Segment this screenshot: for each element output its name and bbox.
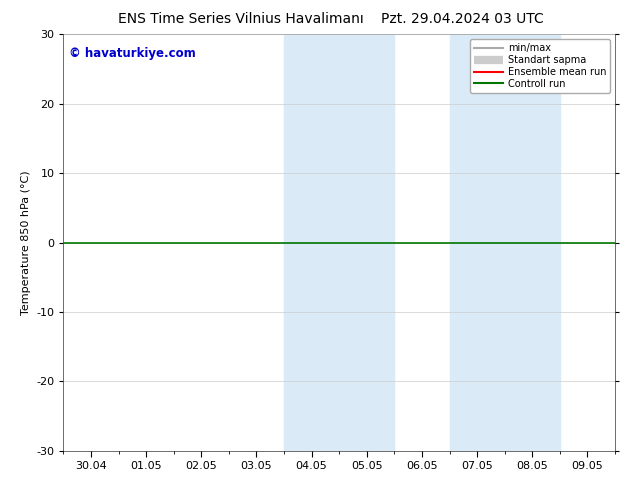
- Bar: [450, 34, 560, 451]
- Text: Pzt. 29.04.2024 03 UTC: Pzt. 29.04.2024 03 UTC: [382, 12, 544, 26]
- Text: © havaturkiye.com: © havaturkiye.com: [69, 47, 196, 60]
- Text: ENS Time Series Vilnius Havalimanı: ENS Time Series Vilnius Havalimanı: [118, 12, 364, 26]
- Bar: [284, 34, 394, 451]
- Y-axis label: Temperature 850 hPa (°C): Temperature 850 hPa (°C): [21, 170, 30, 315]
- Legend: min/max, Standart sapma, Ensemble mean run, Controll run: min/max, Standart sapma, Ensemble mean r…: [470, 39, 610, 93]
